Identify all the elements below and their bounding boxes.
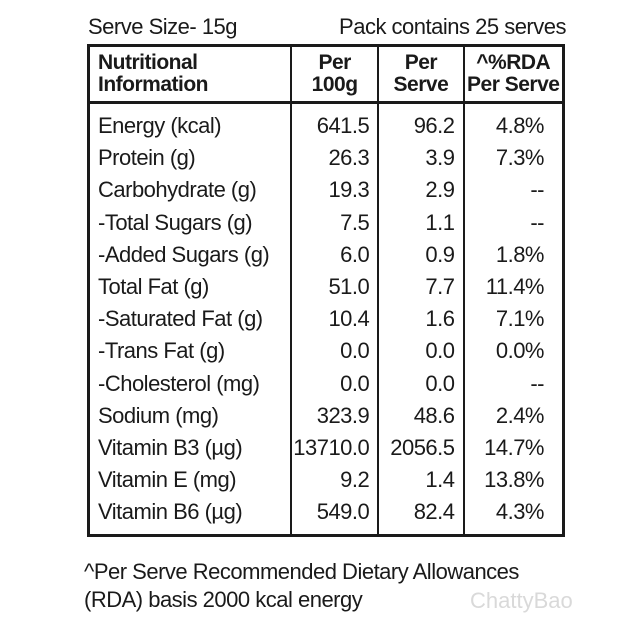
per-100g-value: 323.9	[289, 399, 380, 432]
table-row: Carbohydrate (g) 19.3 2.9 --	[87, 174, 565, 207]
rda-value: 4.8%	[462, 102, 565, 143]
nutrient-name: -Trans Fat (g)	[87, 335, 292, 368]
rda-value: 0.0%	[462, 335, 565, 368]
table-row: Vitamin B3 (µg) 13710.0 2056.5 14.7%	[87, 431, 565, 465]
table-row: -Added Sugars (g) 6.0 0.9 1.8%	[87, 238, 565, 271]
per-100g-value: 7.5	[289, 206, 380, 239]
nutrient-name: Vitamin B6 (µg)	[87, 496, 292, 536]
per-100g-value: 641.5	[289, 102, 380, 143]
column-header-per-100g: Per 100g	[289, 45, 380, 104]
serving-info: Serve Size- 15g Pack contains 25 serves	[88, 12, 566, 42]
nutrition-table: Nutritional Information Per 100g Per Ser…	[87, 44, 565, 538]
column-header-nutrient: Nutritional Information	[87, 45, 292, 104]
per-serve-value: 0.0	[377, 367, 465, 400]
per-serve-value: 82.4	[377, 496, 465, 536]
rda-value: 7.1%	[462, 303, 565, 336]
per-serve-value: 1.4	[377, 464, 465, 497]
column-header-per-serve: Per Serve	[377, 45, 465, 104]
per-serve-value: 2056.5	[377, 431, 465, 465]
table-row: -Saturated Fat (g) 10.4 1.6 7.1%	[87, 303, 565, 336]
rda-value: 11.4%	[462, 270, 565, 304]
nutrient-name: -Cholesterol (mg)	[87, 367, 292, 400]
table-row: Energy (kcal) 641.5 96.2 4.8%	[87, 102, 565, 143]
rda-value: 13.8%	[462, 464, 565, 497]
nutrient-name: Vitamin B3 (µg)	[87, 431, 292, 465]
per-serve-value: 96.2	[377, 102, 465, 143]
per-serve-value: 7.7	[377, 270, 465, 304]
nutrient-name: Energy (kcal)	[87, 102, 292, 143]
rda-footnote: ^Per Serve Recommended Dietary Allowance…	[84, 558, 564, 614]
serve-size-text: Serve Size- 15g	[88, 14, 238, 39]
per-100g-value: 51.0	[289, 270, 380, 304]
per-100g-value: 9.2	[289, 464, 380, 497]
per-serve-value: 1.6	[377, 303, 465, 336]
nutrient-name: Total Fat (g)	[87, 270, 292, 304]
table-row: Sodium (mg) 323.9 48.6 2.4%	[87, 399, 565, 432]
table-row: Total Fat (g) 51.0 7.7 11.4%	[87, 270, 565, 304]
rda-value: 1.8%	[462, 238, 565, 271]
rda-value: 2.4%	[462, 399, 565, 432]
per-100g-value: 0.0	[289, 367, 380, 400]
table-row: Protein (g) 26.3 3.9 7.3%	[87, 142, 565, 175]
nutrient-name: Carbohydrate (g)	[87, 174, 292, 207]
table-row: Vitamin E (mg) 9.2 1.4 13.8%	[87, 464, 565, 497]
table-row: -Cholesterol (mg) 0.0 0.0 --	[87, 367, 565, 400]
table-row: -Trans Fat (g) 0.0 0.0 0.0%	[87, 335, 565, 368]
per-100g-value: 19.3	[289, 174, 380, 207]
nutrient-name: Vitamin E (mg)	[87, 464, 292, 497]
table-row: Vitamin B6 (µg) 549.0 82.4 4.3%	[87, 496, 565, 536]
watermark-text: ChattyBao	[470, 588, 573, 613]
nutrient-name: -Saturated Fat (g)	[87, 303, 292, 336]
per-serve-value: 48.6	[377, 399, 465, 432]
per-100g-value: 0.0	[289, 335, 380, 368]
table-header-row: Nutritional Information Per 100g Per Ser…	[87, 45, 565, 104]
per-100g-value: 26.3	[289, 142, 380, 175]
rda-value: 4.3%	[462, 496, 565, 536]
column-header-rda: ^%RDA Per Serve	[462, 45, 565, 104]
rda-value: --	[462, 206, 565, 239]
nutrient-name: Protein (g)	[87, 142, 292, 175]
per-serve-value: 1.1	[377, 206, 465, 239]
footnote-line-1: ^Per Serve Recommended Dietary Allowance…	[84, 559, 519, 584]
per-100g-value: 549.0	[289, 496, 380, 536]
nutrient-name: -Added Sugars (g)	[87, 238, 292, 271]
rda-value: 14.7%	[462, 431, 565, 465]
pack-contains-text: Pack contains 25 serves	[339, 14, 566, 39]
nutrient-name: -Total Sugars (g)	[87, 206, 292, 239]
per-serve-value: 0.9	[377, 238, 465, 271]
per-serve-value: 0.0	[377, 335, 465, 368]
rda-value: --	[462, 174, 565, 207]
nutrient-name: Sodium (mg)	[87, 399, 292, 432]
rda-value: 7.3%	[462, 142, 565, 175]
table-row: -Total Sugars (g) 7.5 1.1 --	[87, 206, 565, 239]
per-100g-value: 6.0	[289, 238, 380, 271]
per-serve-value: 3.9	[377, 142, 465, 175]
per-100g-value: 10.4	[289, 303, 380, 336]
per-serve-value: 2.9	[377, 174, 465, 207]
rda-value: --	[462, 367, 565, 400]
footnote-line-2: (RDA) basis 2000 kcal energy	[84, 587, 363, 612]
per-100g-value: 13710.0	[289, 431, 380, 465]
